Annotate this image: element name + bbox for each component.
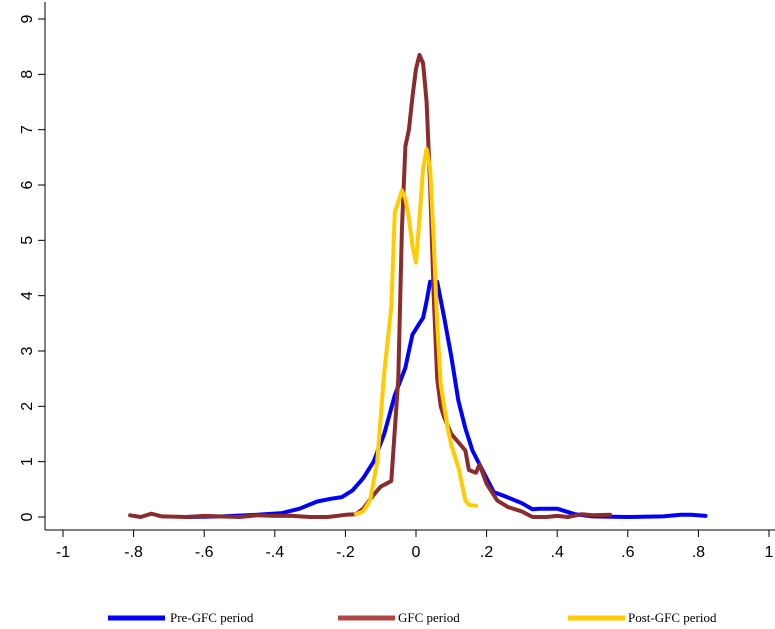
series-line-post-gfc-period (354, 147, 478, 517)
y-tick-label: 3 (19, 346, 36, 355)
y-tick-label: 0 (19, 512, 36, 521)
y-tick-label: 6 (19, 180, 36, 189)
y-tick-label: 7 (19, 125, 36, 134)
x-tick-label: -1 (56, 544, 70, 561)
legend-label-pre-gfc: Pre-GFC period (170, 610, 254, 625)
x-tick-label: .8 (692, 544, 705, 561)
x-tick-label: -.2 (336, 544, 355, 561)
legend-label-post-gfc: Post-GFC period (628, 610, 717, 625)
y-tick-label: 4 (19, 291, 36, 300)
x-tick-label: -.4 (265, 544, 284, 561)
legend: Pre-GFC period GFC period Post-GFC perio… (108, 610, 717, 625)
x-tick-label: .4 (551, 544, 564, 561)
y-tick-label: 9 (19, 14, 36, 23)
x-tick-label: .2 (480, 544, 493, 561)
x-ticks: -1 -.8 -.6 -.4 -.2 0 .2 .4 .6 .8 1 (56, 530, 774, 561)
y-tick-label: 2 (19, 402, 36, 411)
x-tick-label: -.8 (124, 544, 143, 561)
x-tick-label: -.6 (195, 544, 214, 561)
y-tick-label: 8 (19, 70, 36, 79)
y-tick-label: 1 (19, 457, 36, 466)
series-line-gfc-period (128, 53, 613, 519)
x-tick-label: 0 (412, 544, 421, 561)
y-tick-label: 5 (19, 236, 36, 245)
x-tick-label: 1 (765, 544, 774, 561)
y-ticks: 0 1 2 3 4 5 6 7 8 9 (19, 14, 45, 521)
legend-label-gfc: GFC period (398, 610, 460, 625)
series-layer (128, 53, 708, 519)
x-tick-label: .6 (621, 544, 634, 561)
plot-area (45, 0, 775, 530)
